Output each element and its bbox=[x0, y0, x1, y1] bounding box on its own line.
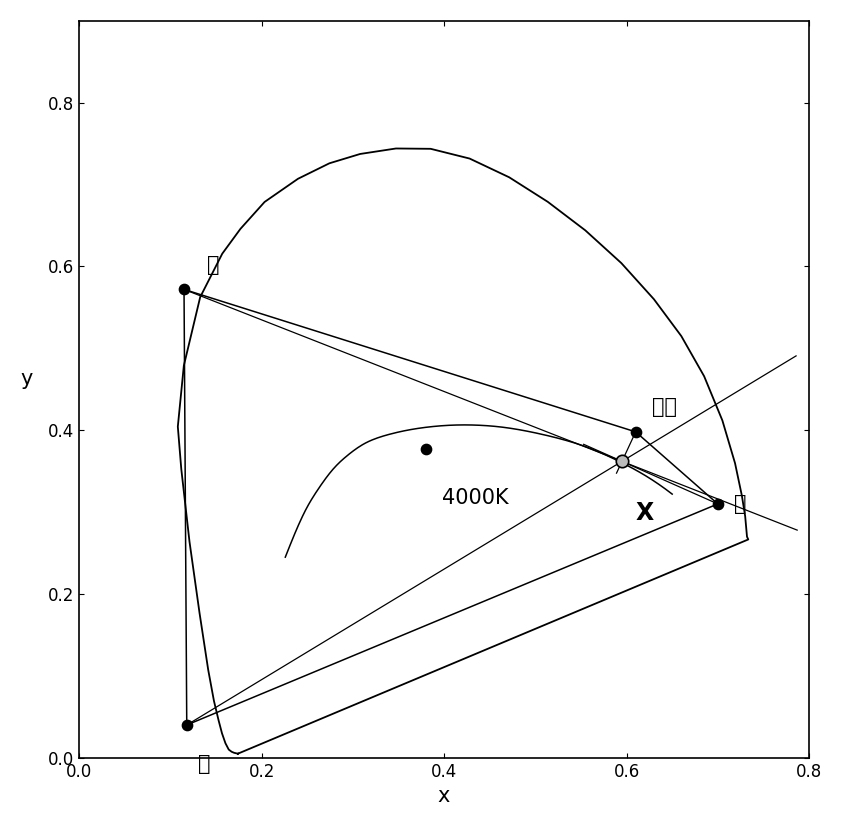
Point bbox=[615, 455, 629, 468]
X-axis label: x: x bbox=[438, 786, 450, 806]
Text: 琥珀: 琥珀 bbox=[652, 397, 677, 417]
Text: 红: 红 bbox=[734, 494, 747, 514]
Y-axis label: y: y bbox=[21, 370, 33, 390]
Text: 4000K: 4000K bbox=[443, 489, 509, 509]
Point bbox=[419, 442, 432, 456]
Text: 绿: 绿 bbox=[207, 255, 219, 275]
Text: X: X bbox=[636, 500, 654, 524]
Text: 蓝: 蓝 bbox=[198, 754, 210, 774]
Point bbox=[711, 497, 724, 510]
Point bbox=[180, 719, 194, 732]
Point bbox=[177, 283, 191, 296]
Point bbox=[629, 425, 642, 438]
